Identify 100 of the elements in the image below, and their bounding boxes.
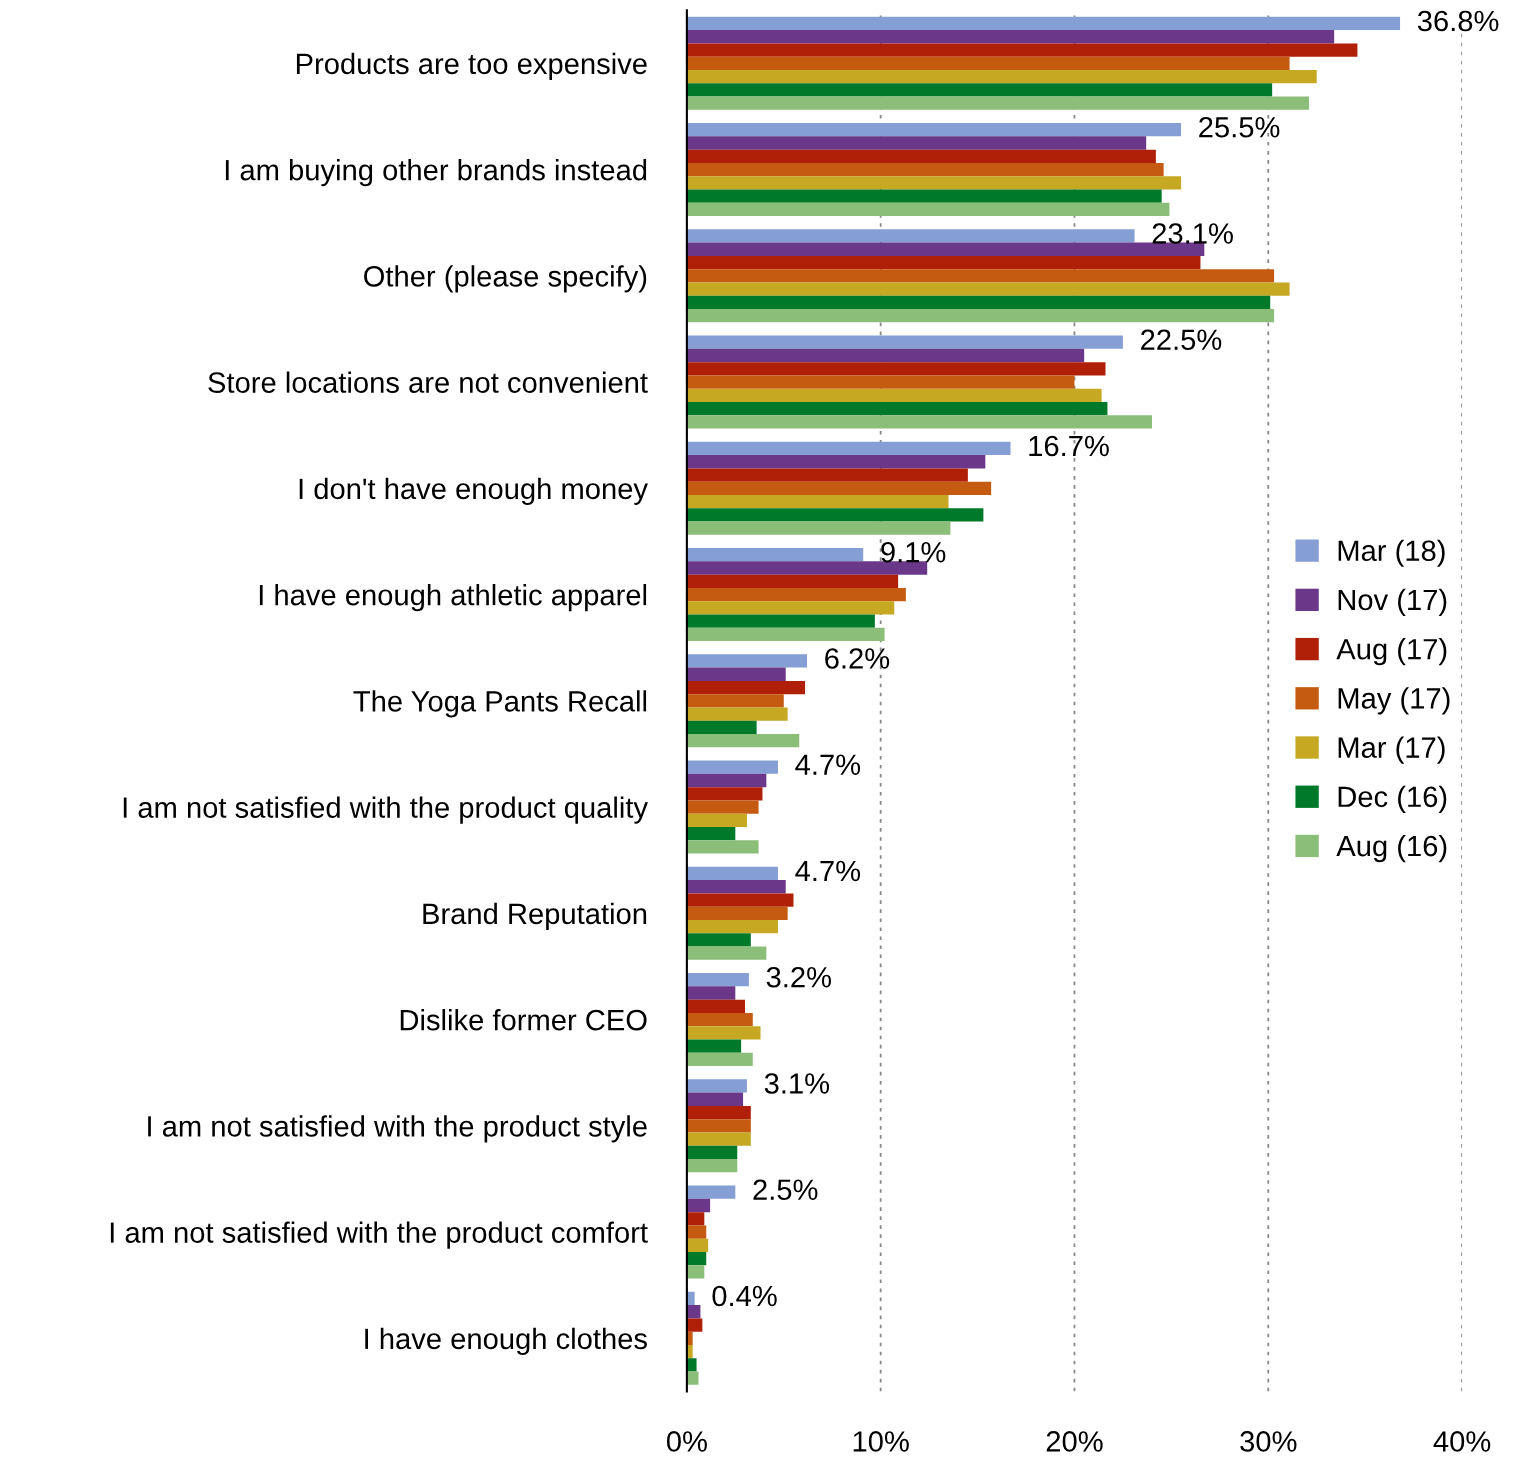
bar — [686, 481, 992, 495]
y-tick-label: I don't have enough money — [299, 477, 648, 505]
bar — [686, 1132, 751, 1146]
bar — [686, 282, 1290, 296]
bar — [686, 335, 1123, 349]
bar — [686, 601, 895, 615]
bar — [686, 229, 1135, 243]
legend-label: Dec (16) — [1338, 785, 1447, 813]
bar — [686, 1012, 753, 1027]
data-label: 3.2% — [766, 966, 831, 988]
bar — [686, 309, 1275, 323]
bar — [686, 136, 1147, 150]
bar — [686, 1238, 709, 1252]
bar — [686, 30, 1335, 44]
bar — [686, 840, 759, 854]
y-tick-label: Brand Reputation — [423, 902, 647, 930]
bar — [686, 1318, 703, 1332]
bar — [686, 295, 1271, 310]
x-tick-label: 40% — [1433, 1431, 1491, 1452]
bar — [686, 494, 949, 509]
bar — [686, 69, 1317, 84]
bar — [686, 455, 986, 469]
bar — [686, 362, 1106, 376]
bar — [686, 893, 794, 907]
bar — [686, 1079, 747, 1093]
bar — [686, 1119, 751, 1133]
bar — [686, 667, 786, 681]
bar — [686, 202, 1170, 217]
bar — [686, 242, 1205, 256]
y-tick-label: I am buying other brands instead — [225, 159, 647, 187]
bar — [686, 999, 746, 1013]
y-tick-label: I am not satisfied with the product quality — [123, 796, 648, 824]
bar — [686, 375, 1075, 389]
bar — [686, 388, 1102, 402]
data-label: 36.8% — [1417, 10, 1499, 32]
bar — [686, 176, 1182, 190]
bar — [686, 269, 1275, 283]
bar — [686, 1265, 705, 1279]
bar — [686, 548, 864, 562]
bar — [686, 919, 778, 934]
bar — [686, 1358, 697, 1372]
bar — [686, 123, 1182, 137]
bar — [686, 56, 1290, 70]
bar — [686, 787, 763, 801]
bar — [686, 1026, 761, 1040]
bar — [686, 813, 747, 827]
y-tick-label: The Yoga Pants Recall — [353, 690, 647, 718]
bar — [686, 1052, 753, 1067]
bar — [686, 720, 757, 735]
data-label: 0.4% — [712, 1285, 777, 1307]
bar — [686, 627, 885, 642]
data-label: 23.1% — [1152, 223, 1233, 244]
bar — [686, 826, 736, 841]
bar — [686, 1198, 711, 1213]
bar — [686, 1185, 736, 1199]
y-tick-label: Other (please specify) — [364, 265, 647, 293]
data-label: 22.5% — [1141, 329, 1222, 351]
data-label: 6.2% — [825, 648, 890, 669]
bar — [686, 1371, 699, 1385]
y-tick-label: I have enough athletic apparel — [259, 584, 647, 612]
bar — [686, 401, 1108, 416]
bar — [686, 348, 1085, 363]
bar — [686, 468, 968, 482]
bar — [686, 574, 899, 588]
data-label: 2.5% — [753, 1179, 818, 1201]
bar — [686, 800, 759, 814]
data-label: 16.7% — [1029, 435, 1109, 457]
bar — [686, 986, 736, 1000]
legend-label: Mar (17) — [1338, 736, 1445, 764]
bar — [686, 96, 1309, 110]
bar — [686, 521, 951, 535]
bar — [686, 83, 1273, 97]
bar — [686, 946, 767, 960]
bar — [686, 654, 808, 668]
data-label: 9.1% — [881, 541, 946, 563]
bar — [686, 162, 1164, 177]
bar — [686, 1225, 707, 1239]
bar — [686, 694, 784, 708]
legend-label: May (17) — [1338, 687, 1450, 715]
bar — [686, 866, 778, 881]
data-label: 4.7% — [795, 860, 861, 882]
bar — [686, 587, 906, 602]
x-tick-label: 10% — [853, 1431, 909, 1452]
bar — [686, 149, 1156, 163]
x-tick-label: 0% — [666, 1431, 707, 1452]
bar — [686, 707, 788, 721]
bar — [686, 734, 800, 748]
y-tick-label: I have enough clothes — [365, 1327, 647, 1355]
bar — [686, 561, 928, 575]
bar — [686, 255, 1201, 270]
legend-label: Aug (16) — [1336, 834, 1447, 863]
y-tick-label: Dislike former CEO — [400, 1009, 647, 1031]
bar — [686, 760, 778, 774]
bar — [686, 1039, 742, 1053]
y-tick-label: I am not satisfied with the product comfort — [110, 1221, 648, 1249]
bar — [686, 1092, 744, 1106]
bar — [686, 1212, 705, 1226]
bar — [686, 880, 786, 894]
y-tick-label: Products are too expensive — [296, 52, 647, 80]
bar — [686, 1105, 751, 1120]
